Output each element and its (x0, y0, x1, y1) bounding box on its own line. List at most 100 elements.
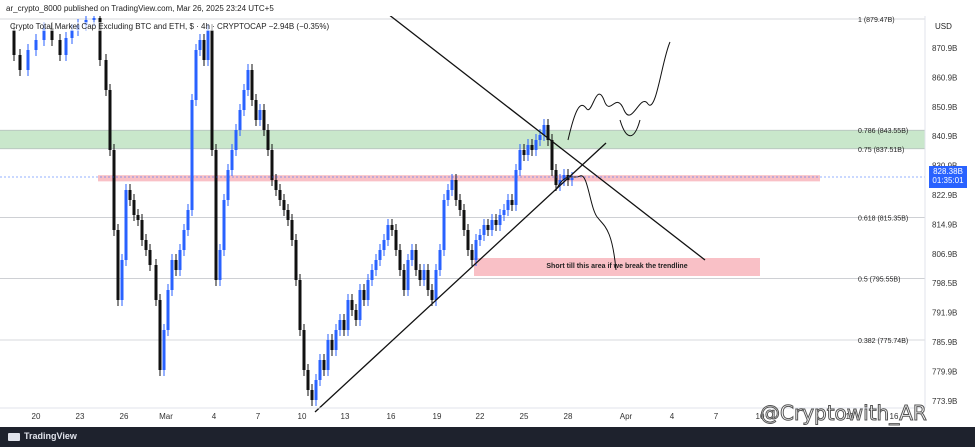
candle-body (330, 340, 334, 350)
candle-body (12, 30, 16, 55)
candle-body (226, 170, 230, 200)
descending-trendline (387, 13, 706, 261)
candle-body (286, 210, 290, 220)
candle-body (144, 240, 148, 250)
drawings (0, 13, 925, 413)
candle-body (98, 18, 102, 60)
candle-body (222, 200, 226, 250)
candle-body (454, 180, 458, 200)
candle-body (378, 250, 382, 260)
candle-body (64, 38, 68, 55)
candle-body (478, 235, 482, 240)
y-axis: 870.9B860.9B850.9B840.9B830.9B822.9B814.… (924, 0, 975, 427)
publisher-bar: ar_crypto_8000 published on TradingView.… (0, 0, 975, 16)
y-axis-panel (925, 0, 975, 427)
y-tick-label: 840.9B (932, 132, 957, 141)
candle-body (550, 140, 554, 170)
candle-body (534, 140, 538, 150)
candle-body (186, 210, 190, 230)
y-tick-label: 773.9B (932, 397, 957, 406)
candle-body (302, 330, 306, 370)
x-tick-label: 22 (476, 412, 485, 421)
candle-body (374, 260, 378, 270)
x-tick-label: 19 (433, 412, 442, 421)
candle-body (124, 190, 128, 260)
y-tick-label: 806.9B (932, 250, 957, 259)
candle-body (254, 100, 258, 120)
y-tick-label: 798.5B (932, 279, 957, 288)
candle-body (290, 220, 294, 240)
candle-body (338, 320, 342, 330)
x-tick-label: 10 (756, 412, 765, 421)
bar-countdown: 01:35:01 (932, 176, 964, 185)
publisher-text: ar_crypto_8000 published on TradingView.… (6, 4, 274, 13)
candle-body (294, 240, 298, 280)
candle-body (128, 190, 132, 200)
short-zone-label: Short till this area if we break the tre… (546, 263, 687, 270)
candle-body (190, 100, 194, 210)
candle-body (242, 90, 246, 110)
candle-body (234, 130, 238, 150)
candle-body (314, 380, 318, 400)
candle-body (410, 250, 414, 260)
candle-body (546, 125, 550, 140)
bottom-bar: TradingView (0, 427, 975, 447)
x-axis: 20 23 26 Mar 4 7 10 13 16 19 22 25 28 Apr 4 7 10 13 16 (0, 407, 925, 421)
x-tick-label: 4 (212, 412, 217, 421)
candle-body (386, 225, 390, 240)
candle-body (414, 250, 418, 270)
candle-body (434, 270, 438, 300)
candle-body (450, 180, 454, 190)
candle-body (250, 70, 254, 100)
candle-body (506, 200, 510, 210)
candle-body (148, 250, 152, 265)
x-tick-label: 28 (564, 412, 573, 421)
candle-body (170, 260, 174, 290)
candle-body (342, 320, 346, 330)
candle-body (158, 300, 162, 370)
candle-body (140, 220, 144, 240)
candle-body (178, 250, 182, 270)
fib-label: 0.618 (815.35B) (858, 215, 908, 222)
candle-body (494, 220, 498, 225)
candle-body (402, 270, 406, 290)
candle-body (34, 40, 38, 50)
candle-body (166, 290, 170, 330)
candle-body (298, 280, 302, 330)
candle-body (206, 30, 210, 60)
candle-body (174, 260, 178, 270)
candle-body (522, 150, 526, 155)
candle-body (430, 290, 434, 300)
y-tick-label: 850.9B (932, 103, 957, 112)
candle-body (310, 390, 314, 400)
x-tick-label: 13 (846, 412, 855, 421)
chart-zones: Short till this area if we break the tre… (0, 130, 925, 276)
candle-body (182, 230, 186, 250)
x-tick-label: 23 (76, 412, 85, 421)
candle-body (462, 210, 466, 230)
candle-body (136, 215, 140, 220)
candle-body (358, 290, 362, 320)
candle-body (542, 125, 546, 135)
candle-body (382, 240, 386, 250)
zone-red-level (98, 175, 820, 182)
x-tick-label: 25 (520, 412, 529, 421)
candle-body (218, 250, 222, 280)
chart-canvas[interactable]: Short till this area if we break the tre… (0, 0, 975, 427)
candle-body (132, 200, 136, 215)
x-tick-label: Mar (159, 412, 173, 421)
tradingview-logo[interactable]: TradingView (8, 431, 77, 441)
candle-body (530, 145, 534, 150)
y-tick-label: 767.9B (932, 426, 957, 427)
fib-label: 1 (879.47B) (858, 17, 895, 24)
candle-body (210, 30, 214, 150)
candle-body (498, 215, 502, 225)
candle-body (350, 300, 354, 310)
y-tick-label: 779.9B (932, 367, 957, 376)
candle-body (458, 200, 462, 210)
fib-label: 0.75 (837.51B) (858, 147, 904, 154)
candle-body (108, 90, 112, 150)
x-tick-label: 13 (341, 412, 350, 421)
candle-body (202, 40, 206, 60)
x-tick-label: Apr (620, 412, 633, 421)
